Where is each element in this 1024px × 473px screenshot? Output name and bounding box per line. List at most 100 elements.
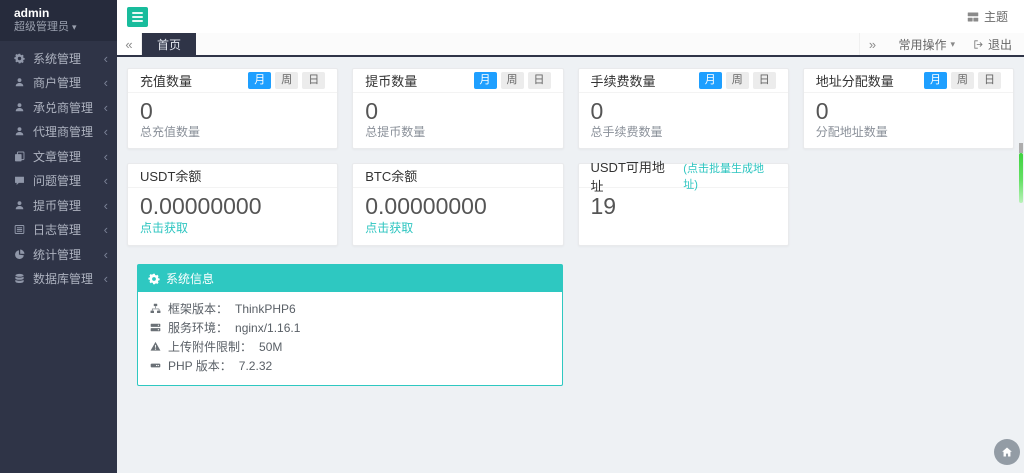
user-icon bbox=[14, 101, 26, 113]
logout-label: 退出 bbox=[987, 37, 1012, 52]
stat-card-address-alloc: 地址分配数量 月 周 日 0 分配地址数量 bbox=[802, 68, 1014, 149]
period-month-button[interactable]: 月 bbox=[248, 72, 272, 89]
user-role: 超级管理员 bbox=[14, 21, 69, 33]
info-label: PHP 版本： bbox=[168, 359, 232, 373]
scrollbar-thumb[interactable] bbox=[1019, 153, 1023, 203]
period-week-button[interactable]: 周 bbox=[500, 72, 524, 89]
info-value: 7.2.32 bbox=[238, 358, 273, 373]
panel-title: 系统信息 bbox=[166, 272, 215, 286]
card-title: 手续费数量 bbox=[590, 74, 656, 89]
period-week-button[interactable]: 周 bbox=[725, 72, 749, 89]
period-month-button[interactable]: 月 bbox=[698, 72, 722, 89]
period-day-button[interactable]: 日 bbox=[527, 72, 551, 89]
chevron-left-icon: ‹ bbox=[103, 124, 108, 140]
period-month-button[interactable]: 月 bbox=[924, 72, 947, 89]
theme-icon bbox=[967, 12, 979, 21]
sidebar-item-merchant[interactable]: 商户管理 ‹ bbox=[0, 71, 117, 96]
sidebar-item-system[interactable]: 系统管理 ‹ bbox=[0, 46, 117, 71]
user-icon bbox=[14, 77, 26, 89]
sidebar-item-article[interactable]: 文章管理 ‹ bbox=[0, 144, 117, 169]
theme-button[interactable]: 主题 bbox=[967, 8, 1008, 25]
balance-card-btc: BTC余额 0.00000000 点击获取 bbox=[352, 163, 564, 246]
sidebar-item-statistics[interactable]: 统计管理 ‹ bbox=[0, 242, 117, 267]
period-month-button[interactable]: 月 bbox=[473, 72, 497, 89]
sidebar-toggle-button[interactable] bbox=[127, 6, 148, 27]
info-label: 框架版本： bbox=[168, 302, 229, 316]
tabs-scroll-left-button[interactable]: « bbox=[117, 33, 142, 55]
sidebar-item-label: 问题管理 bbox=[33, 174, 82, 189]
home-icon bbox=[1002, 447, 1012, 457]
sitemap-icon bbox=[150, 303, 161, 314]
fetch-balance-link[interactable]: 点击获取 bbox=[140, 221, 189, 235]
caret-down-icon: ▾ bbox=[72, 22, 77, 32]
sidebar-item-label: 代理商管理 bbox=[33, 125, 94, 140]
info-row-framework: 框架版本： ThinkPHP6 bbox=[150, 299, 550, 318]
caret-down-icon: ▾ bbox=[950, 38, 955, 49]
period-day-button[interactable]: 日 bbox=[302, 72, 326, 89]
tab-bar: « 首页 » 常用操作 ▾ 退出 bbox=[117, 33, 1024, 57]
card-usdt-addresses: USDT可用地址 (点击批量生成地址) 19 bbox=[577, 160, 789, 246]
sidebar-item-label: 商户管理 bbox=[33, 76, 82, 91]
info-row-server-env: 服务环境： nginx/1.16.1 bbox=[150, 318, 550, 337]
generate-addresses-link[interactable]: (点击批量生成地址) bbox=[683, 162, 764, 191]
sidebar-item-label: 提币管理 bbox=[33, 198, 82, 213]
sidebar-item-question[interactable]: 问题管理 ‹ bbox=[0, 169, 117, 194]
stat-value: 0 bbox=[815, 98, 829, 124]
sidebar-item-agent[interactable]: 代理商管理 ‹ bbox=[0, 120, 117, 145]
sidebar-item-label: 承兑商管理 bbox=[33, 100, 94, 115]
balance-card-usdt: USDT余额 0.00000000 点击获取 bbox=[127, 163, 339, 246]
chevron-left-icon: ‹ bbox=[103, 99, 108, 115]
chevron-left-icon: ‹ bbox=[103, 75, 108, 91]
sidebar-item-label: 日志管理 bbox=[33, 223, 82, 238]
content: 充值数量 月 周 日 0 总充值数量 提币数量 bbox=[117, 57, 1024, 473]
balances-row: USDT余额 0.00000000 点击获取 BTC余额 0.00000000 … bbox=[127, 160, 1014, 246]
sidebar-item-log[interactable]: 日志管理 ‹ bbox=[0, 218, 117, 243]
logout-button[interactable]: 退出 bbox=[969, 33, 1024, 55]
address-count: 19 bbox=[590, 193, 617, 219]
username: admin bbox=[14, 6, 50, 20]
user-panel[interactable]: admin 超级管理员 ▾ bbox=[0, 0, 117, 41]
stat-caption: 总充值数量 bbox=[140, 125, 201, 139]
hdd-icon bbox=[150, 363, 161, 368]
sidebar-item-label: 系统管理 bbox=[33, 51, 82, 66]
info-value: ThinkPHP6 bbox=[235, 301, 296, 316]
server-icon bbox=[150, 323, 161, 332]
sidebar-item-exchanger[interactable]: 承兑商管理 ‹ bbox=[0, 95, 117, 120]
info-row-php-version: PHP 版本： 7.2.32 bbox=[150, 356, 550, 375]
back-to-top-button[interactable] bbox=[994, 439, 1020, 465]
sidebar-item-label: 数据库管理 bbox=[33, 272, 94, 287]
stat-card-fee: 手续费数量 月 周 日 0 总手续费数量 bbox=[577, 68, 789, 149]
chevron-left-icon: ‹ bbox=[103, 50, 108, 66]
sidebar: admin 超级管理员 ▾ 系统管理 ‹ 商户管理 ‹ 承兑商管理 ‹ 代理商管 bbox=[0, 0, 117, 473]
card-title: 提币数量 bbox=[365, 74, 418, 89]
card-title: 地址分配数量 bbox=[815, 74, 894, 89]
period-week-button[interactable]: 周 bbox=[275, 72, 299, 89]
sidebar-item-database[interactable]: 数据库管理 ‹ bbox=[0, 267, 117, 292]
user-icon bbox=[14, 126, 26, 138]
cogs-icon bbox=[148, 273, 160, 284]
fetch-balance-link[interactable]: 点击获取 bbox=[365, 221, 414, 235]
common-operations-label: 常用操作 bbox=[898, 37, 947, 52]
stat-card-recharge: 充值数量 月 周 日 0 总充值数量 bbox=[127, 68, 339, 149]
sidebar-item-withdraw[interactable]: 提币管理 ‹ bbox=[0, 193, 117, 218]
stat-value: 0 bbox=[365, 98, 379, 124]
period-day-button[interactable]: 日 bbox=[978, 72, 1001, 89]
chevron-left-icon: ‹ bbox=[103, 271, 108, 287]
sign-out-icon bbox=[974, 39, 983, 49]
tab-home[interactable]: 首页 bbox=[142, 33, 197, 55]
common-operations-dropdown[interactable]: 常用操作 ▾ bbox=[884, 33, 969, 55]
list-icon bbox=[14, 224, 26, 236]
card-title: USDT可用地址 bbox=[590, 159, 665, 194]
period-week-button[interactable]: 周 bbox=[951, 72, 974, 89]
sidebar-menu: 系统管理 ‹ 商户管理 ‹ 承兑商管理 ‹ 代理商管理 ‹ 文章管理 bbox=[0, 41, 117, 291]
stat-value: 0 bbox=[140, 98, 153, 124]
info-value: nginx/1.16.1 bbox=[235, 320, 301, 335]
card-title: USDT余额 bbox=[140, 169, 202, 184]
stat-caption: 总提币数量 bbox=[365, 125, 426, 139]
stat-value: 0 bbox=[590, 98, 604, 124]
stat-card-withdraw: 提币数量 月 周 日 0 总提币数量 bbox=[352, 68, 564, 149]
tabs-scroll-right-button[interactable]: » bbox=[859, 33, 884, 55]
period-day-button[interactable]: 日 bbox=[752, 72, 776, 89]
topbar: 主题 bbox=[117, 0, 1024, 33]
